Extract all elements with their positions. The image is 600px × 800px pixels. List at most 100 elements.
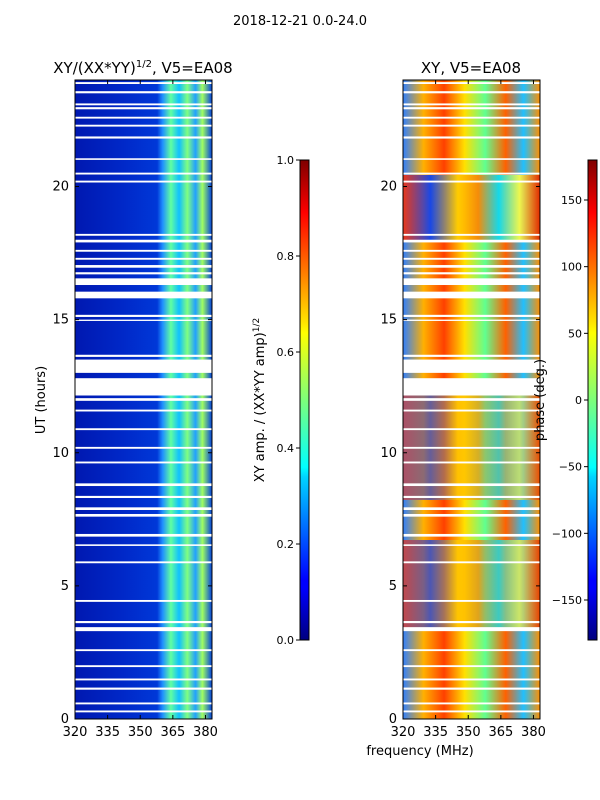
flag-gap [75,291,212,299]
colorbar-tick-label: 1.0 [277,154,295,167]
flag-gap [75,409,212,412]
left-x-axis: 320 335 350 365 380 [63,80,218,740]
flag-gap [75,116,212,119]
x-tick-label: 350 [128,725,153,740]
flag-gap [75,495,212,499]
left-colorbar-label: XY amp. / (XX*YY amp)1/2 [252,318,268,482]
colorbar-tick-label: −100 [552,527,582,540]
colorbar-tick-label: 0 [575,394,582,407]
flag-gap [75,249,212,252]
y-tick-label: 15 [52,313,69,328]
flag-gap [75,158,212,160]
right-axes-frame [402,79,541,720]
y-tick-label: 5 [389,579,397,594]
x-tick-label: 320 [391,725,416,740]
flag-gap [403,116,540,119]
flag-gap [403,665,540,668]
flag-gap [75,272,212,275]
flag-gap [75,239,212,243]
flag-gap [75,621,212,624]
flag-gap [403,257,540,260]
left-ylabel: UT (hours) [34,366,49,434]
colorbar-tick-label: 50 [568,327,582,340]
flag-gap [403,354,540,357]
flag-gap [403,378,540,396]
left-colorbar-gradient [299,159,310,641]
left-colorbar-ticks: 0.0 0.2 0.4 0.6 0.8 1.0 [277,154,300,647]
x-tick-label: 335 [423,725,448,740]
flag-gap [75,233,212,236]
flag-gap [75,354,212,357]
flag-gap [75,103,212,106]
flag-gap [403,599,540,602]
flag-gap [403,124,540,127]
flag-gap [403,265,540,268]
flag-gap [75,513,212,517]
colorbar-tick-label: 0.4 [277,442,295,455]
flag-gap [403,233,540,236]
right-heatmap-band [403,540,540,630]
left-axes-frame [74,79,213,720]
right-colorbar-ticks: −150 −100 −50 0 50 100 150 [552,194,588,607]
right-flag-gaps [403,82,540,713]
flag-gap [75,136,212,139]
x-tick-label: 380 [193,725,218,740]
flag-gap [403,409,540,412]
flag-gap [75,359,212,373]
flag-gap [403,649,540,652]
flag-gap [75,702,212,705]
flag-gap [403,495,540,499]
flag-gap [403,483,540,487]
flag-gap [75,544,212,546]
flag-gap [403,249,540,252]
flag-gap [75,428,212,431]
figure-suptitle: 2018-12-21 0.0-24.0 [233,14,367,29]
colorbar-tick-label: −150 [552,594,582,607]
flag-gap [75,172,212,175]
flag-gap [75,319,212,321]
flag-gap [75,649,212,652]
left-flag-gaps [75,82,212,713]
flag-gap [75,314,212,317]
flag-gap [75,257,212,260]
y-tick-label: 10 [52,446,69,461]
left-y-axis: 0 5 10 15 20 [52,180,212,727]
flag-gap [403,359,540,373]
right-title: XY, V5=EA08 [421,59,521,77]
y-tick-label: 0 [389,712,397,727]
x-tick-label: 350 [456,725,481,740]
flag-gap [403,627,540,632]
flag-gap [403,103,540,106]
y-tick-label: 0 [61,712,69,727]
right-heatmap-band [403,175,540,240]
y-tick-label: 20 [380,180,397,195]
right-colorbar: −150 −100 −50 0 50 100 150 [552,159,598,641]
flag-gap [403,158,540,160]
left-colorbar: 0.0 0.2 0.4 0.6 0.8 1.0 [277,154,310,647]
flag-gap [75,446,212,449]
flag-gap [75,378,212,396]
flag-gap [403,91,540,94]
flag-gap [75,483,212,487]
flag-gap [403,702,540,705]
right-heatmap-band [403,380,540,500]
flag-gap [403,461,540,464]
flag-gap [75,82,212,84]
flag-gap [403,533,540,537]
right-heatmap: 320 335 350 365 380 0 5 10 15 20 [380,79,546,740]
flag-gap [75,665,212,668]
x-tick-label: 365 [160,725,185,740]
flag-gap [403,239,540,243]
x-tick-label: 365 [488,725,513,740]
flag-gap [403,678,540,681]
flag-gap [403,561,540,564]
flag-gap [403,428,540,431]
colorbar-tick-label: 100 [561,261,582,274]
flag-gap [75,107,212,110]
flag-gap [75,599,212,602]
flag-gap [403,180,540,183]
flag-gap [75,124,212,127]
flag-gap [403,710,540,713]
y-tick-label: 15 [380,313,397,328]
colorbar-tick-label: −50 [559,461,582,474]
